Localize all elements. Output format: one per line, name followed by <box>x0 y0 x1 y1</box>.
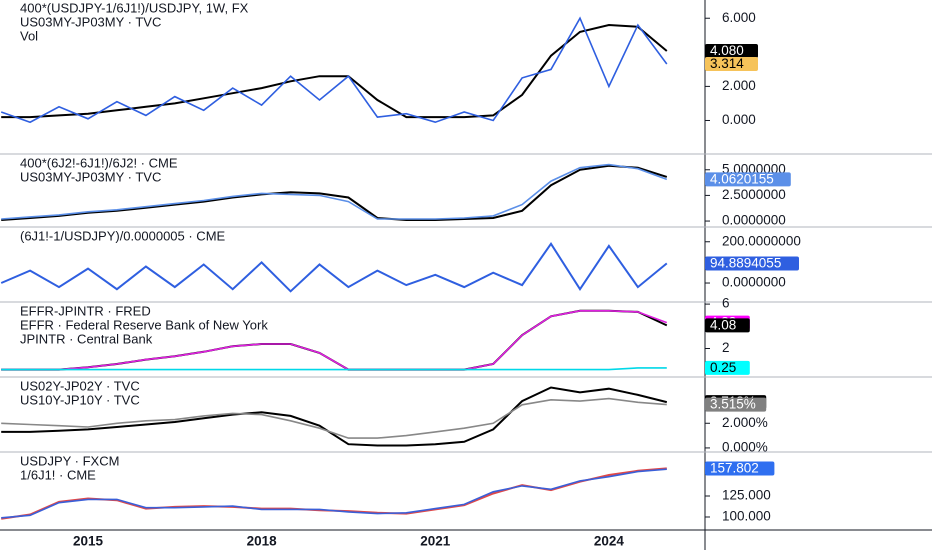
price-tag-label: 157.802 <box>710 461 759 476</box>
legend-entry: JPINTR · Central Bank <box>20 331 153 346</box>
price-tag-label: 0.25 <box>710 360 736 375</box>
legend-entry: (6J1!-1/USDJPY)/0.0000005 · CME <box>20 228 226 243</box>
price-tag <box>705 318 750 333</box>
y-tick-label: 2 <box>722 340 730 355</box>
series-line <box>1 367 667 371</box>
price-tag <box>705 57 758 72</box>
y-tick-label: 2.000 <box>722 78 756 93</box>
price-tag <box>705 461 775 476</box>
y-tick-label: 200.0000000 <box>722 233 801 248</box>
y-tick-label: 0.0000000 <box>722 275 786 290</box>
x-tick-label: 2018 <box>247 534 278 549</box>
legend-entry: 400*(6J2!-6J1!)/6J2! · CME <box>20 155 178 170</box>
price-tag-label: 94.8894055 <box>710 256 781 271</box>
y-tick-label: 2.5000000 <box>722 187 786 202</box>
legend-entry: US02Y-JP02Y · TVC <box>20 378 140 393</box>
y-tick-label: 2.000% <box>722 415 768 430</box>
price-tag-label: 3.314 <box>710 56 744 71</box>
indicator-label: Vol <box>20 28 38 43</box>
y-tick-label: 100.000 <box>722 509 771 524</box>
legend-entry: EFFR-JPINTR · FRED <box>20 303 151 318</box>
x-tick-label: 2015 <box>73 534 104 549</box>
series-line <box>0 16 668 124</box>
legend-entry: USDJPY · FXCM <box>20 453 119 468</box>
legend-entry: US10Y-JP10Y · TVC <box>20 392 140 407</box>
price-tag <box>705 256 799 271</box>
price-tag <box>705 43 758 58</box>
pane-title: 400*(USDJPY-1/6J1!)/USDJPY, 1W, FX <box>20 0 249 15</box>
price-tag-label: 3.515% <box>710 397 756 412</box>
series-line <box>1 23 668 119</box>
price-tag-label: 4.080 <box>710 43 744 58</box>
series-line <box>1 397 667 439</box>
price-tag <box>705 172 791 187</box>
price-tag <box>705 360 750 375</box>
legend-entry: US03MY-JP03MY · TVC <box>20 14 161 29</box>
price-tag-label: 4.0620155 <box>710 171 774 186</box>
price-tag <box>705 397 767 412</box>
legend-entry: 1/6J1! · CME <box>20 467 96 482</box>
y-tick-label: 6 <box>722 296 730 311</box>
legend-entry: US03MY-JP03MY · TVC <box>20 169 161 184</box>
price-tag-label: 4.08 <box>710 317 736 332</box>
series-line <box>1 468 667 519</box>
series-line <box>1 164 668 221</box>
series-line <box>0 242 668 293</box>
legend-entry: EFFR · Federal Reserve Bank of New York <box>20 317 268 332</box>
series-line <box>1 386 668 447</box>
y-tick-label: 6.000 <box>722 10 756 25</box>
y-tick-label: 0.000 <box>722 112 756 127</box>
x-tick-label: 2024 <box>594 534 625 549</box>
y-tick-label: 125.000 <box>722 488 771 503</box>
y-tick-label: 0.000% <box>722 439 768 454</box>
y-tick-label: 0.0000000 <box>722 213 786 228</box>
x-tick-label: 2021 <box>420 534 451 549</box>
series-line <box>1 310 668 371</box>
series-line <box>1 163 668 220</box>
